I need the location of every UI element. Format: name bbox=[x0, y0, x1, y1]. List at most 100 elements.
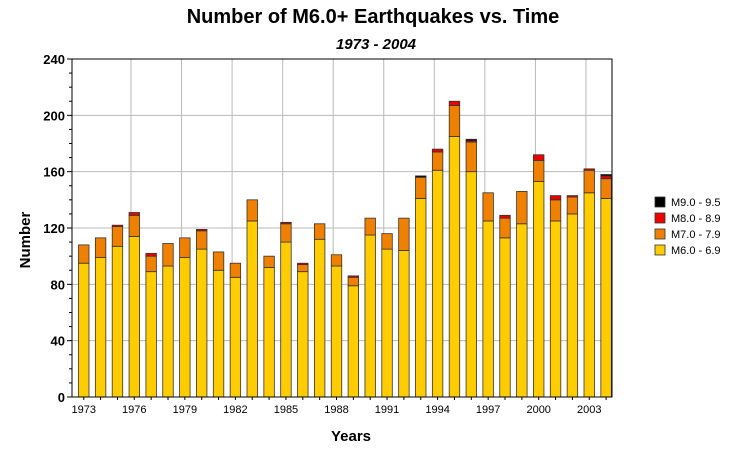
bar-2001-M7-0-7-9 bbox=[549, 199, 562, 222]
bar-1973-M6-0-6-9 bbox=[78, 262, 90, 398]
bar-2003-M8-0-8-9 bbox=[583, 168, 595, 171]
bar-2004-M6-0-6-9 bbox=[600, 198, 612, 398]
bar-1997-M6-0-6-9 bbox=[482, 220, 494, 398]
bar-1979-M7-0-7-9 bbox=[179, 237, 191, 258]
bar-1977-M7-0-7-9 bbox=[145, 255, 157, 273]
bar-1975-M6-0-6-9 bbox=[111, 245, 124, 398]
bar-1984-M7-0-7-9 bbox=[263, 255, 275, 268]
bar-2002-M7-0-7-9 bbox=[566, 196, 579, 215]
bar-1978-M6-0-6-9 bbox=[162, 265, 174, 398]
x-axis: 1973 1976 1979 1982 1985 1988 1991 1994 1997 2000… bbox=[72, 397, 607, 416]
bar-1981-M6-0-6-9 bbox=[212, 269, 225, 398]
x-tick-label-1991: 1991 bbox=[375, 404, 399, 416]
x-tick-label-1985: 1985 bbox=[274, 404, 298, 416]
bar-2000-M8-0-8-9 bbox=[533, 154, 545, 161]
y-tick-label-240: 240 bbox=[43, 52, 65, 67]
bar-1985-M8-0-8-9 bbox=[280, 221, 292, 225]
bar-2000-M7-0-7-9 bbox=[533, 159, 545, 182]
bar-1991-M7-0-7-9 bbox=[381, 233, 393, 250]
legend-swatch-M7-0-7-9 bbox=[654, 228, 666, 240]
y-tick-label-80: 80 bbox=[51, 277, 65, 292]
bar-1988-M6-0-6-9 bbox=[330, 265, 343, 398]
x-axis-label: Years bbox=[331, 428, 371, 445]
bar-1992-M7-0-7-9 bbox=[398, 217, 410, 251]
bar-1989-M8-0-8-9 bbox=[347, 275, 360, 278]
bar-1986-M8-0-8-9 bbox=[297, 262, 309, 266]
bar-1978-M7-0-7-9 bbox=[162, 243, 174, 267]
bar-1983-M7-0-7-9 bbox=[246, 199, 258, 222]
bar-1995-M6-0-6-9 bbox=[448, 136, 461, 398]
bar-1979-M6-0-6-9 bbox=[179, 257, 191, 398]
legend-label-M9-0-9-5: M9.0 - 9.5 bbox=[671, 197, 721, 209]
legend: M9.0 - 9.5 M8.0 - 8.9 M7.0 - 7.9 M6.0 - 6.9 bbox=[654, 196, 721, 257]
x-tick-label-1979: 1979 bbox=[173, 404, 197, 416]
x-tick-label-1994: 1994 bbox=[425, 404, 449, 416]
x-tick-label-1982: 1982 bbox=[223, 404, 247, 416]
legend-swatch-M9-0-9-5 bbox=[654, 196, 666, 208]
bar-1980-M8-0-8-9 bbox=[196, 229, 208, 232]
chart-title: Number of M6.0+ Earthquakes vs. Time bbox=[187, 6, 560, 28]
y-axis: 0 40 80 120 160 200 240 bbox=[43, 52, 72, 405]
bar-1998-M8-0-8-9 bbox=[499, 214, 511, 219]
bar-1976-M7-0-7-9 bbox=[128, 214, 140, 237]
bar-1974-M7-0-7-9 bbox=[94, 237, 107, 258]
bar-1981-M7-0-7-9 bbox=[212, 251, 225, 271]
bar-1993-M6-0-6-9 bbox=[415, 198, 427, 398]
bar-1999-M6-0-6-9 bbox=[516, 223, 528, 398]
x-tick-label-1988: 1988 bbox=[324, 404, 348, 416]
bar-2002-M6-0-6-9 bbox=[566, 213, 579, 398]
bar-1989-M6-0-6-9 bbox=[347, 285, 360, 398]
bar-1987-M6-0-6-9 bbox=[313, 238, 326, 398]
bar-1994-M6-0-6-9 bbox=[431, 169, 444, 398]
legend-label-M8-0-8-9: M8.0 - 8.9 bbox=[671, 213, 721, 225]
bar-2003-M7-0-7-9 bbox=[583, 169, 595, 194]
bar-1993-M9-0-9-5 bbox=[415, 175, 427, 178]
bar-1997-M7-0-7-9 bbox=[482, 192, 494, 222]
y-tick-label-40: 40 bbox=[51, 334, 65, 349]
bar-1990-M7-0-7-9 bbox=[364, 217, 376, 236]
bar-1995-M8-0-8-9 bbox=[448, 100, 461, 106]
bar-1994-M7-0-7-9 bbox=[431, 151, 444, 171]
bar-1983-M6-0-6-9 bbox=[246, 220, 258, 398]
x-tick-label-1976: 1976 bbox=[122, 404, 146, 416]
bar-2001-M6-0-6-9 bbox=[549, 220, 562, 398]
legend-swatch-M6-0-6-9 bbox=[654, 244, 666, 256]
bar-1996-M9-0-9-5 bbox=[465, 138, 477, 142]
y-tick-label-120: 120 bbox=[43, 221, 65, 236]
legend-label-M7-0-7-9: M7.0 - 7.9 bbox=[671, 229, 721, 241]
bar-1982-M7-0-7-9 bbox=[229, 262, 242, 278]
bar-1982-M6-0-6-9 bbox=[229, 276, 242, 398]
bar-1998-M6-0-6-9 bbox=[499, 237, 511, 398]
bar-1993-M7-0-7-9 bbox=[415, 176, 427, 199]
bar-1988-M7-0-7-9 bbox=[330, 254, 343, 267]
chart-subtitle: 1973 - 2004 bbox=[336, 36, 417, 53]
bar-2002-M8-0-8-9 bbox=[566, 195, 579, 198]
y-axis-label: Number bbox=[17, 212, 34, 269]
bar-1986-M6-0-6-9 bbox=[297, 271, 309, 398]
y-tick-label-0: 0 bbox=[58, 390, 65, 405]
bar-2003-M6-0-6-9 bbox=[583, 192, 595, 398]
bar-2004-M9-0-9-5 bbox=[600, 174, 612, 177]
bar-1996-M6-0-6-9 bbox=[465, 171, 477, 398]
bar-1980-M7-0-7-9 bbox=[196, 230, 208, 250]
plot-frame bbox=[71, 58, 613, 398]
bar-1995-M7-0-7-9 bbox=[448, 105, 461, 137]
y-tick-label-160: 160 bbox=[43, 165, 65, 180]
bar-2004-M7-0-7-9 bbox=[600, 178, 612, 199]
y-tick-label-200: 200 bbox=[43, 108, 65, 123]
x-tick-label-1997: 1997 bbox=[476, 404, 500, 416]
bar-1994-M8-0-8-9 bbox=[431, 148, 444, 153]
bar-1989-M7-0-7-9 bbox=[347, 276, 360, 287]
x-tick-label-2000: 2000 bbox=[526, 404, 550, 416]
bar-1991-M6-0-6-9 bbox=[381, 248, 393, 398]
bar-2000-M6-0-6-9 bbox=[533, 181, 545, 398]
bar-1990-M6-0-6-9 bbox=[364, 234, 376, 398]
x-tick-label-2003: 2003 bbox=[577, 404, 601, 416]
bar-1999-M7-0-7-9 bbox=[516, 190, 528, 225]
bar-1973-M7-0-7-9 bbox=[78, 244, 90, 264]
bar-1996-M7-0-7-9 bbox=[465, 141, 477, 173]
legend-swatch-M8-0-8-9 bbox=[654, 212, 666, 224]
bar-1984-M6-0-6-9 bbox=[263, 267, 275, 398]
bar-1992-M6-0-6-9 bbox=[398, 250, 410, 398]
